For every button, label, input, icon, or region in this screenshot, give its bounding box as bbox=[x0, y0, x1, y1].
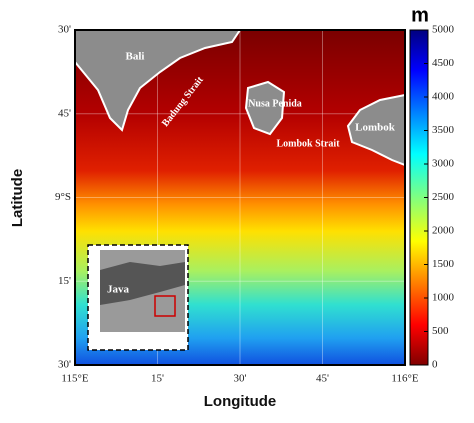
colorbar-tick-label: 1000 bbox=[432, 292, 455, 304]
place-label: Nusa Penida bbox=[248, 98, 302, 109]
inset-place: Java bbox=[107, 284, 130, 296]
x-tick-label: 15' bbox=[151, 373, 164, 385]
bali-land bbox=[74, 29, 242, 132]
colorbar-tick-label: 5000 bbox=[432, 24, 455, 36]
inset: Java bbox=[87, 244, 189, 351]
colorbar-tick-label: 500 bbox=[432, 325, 449, 337]
place-label: Lombok bbox=[355, 122, 396, 134]
y-tick-label: 9°S bbox=[55, 191, 71, 203]
colorbar-tick-label: 3500 bbox=[432, 124, 455, 136]
colorbar-tick-label: 4000 bbox=[432, 91, 455, 103]
y-axis-label: Latitude bbox=[9, 169, 26, 227]
colorbar-tick-label: 0 bbox=[432, 359, 438, 371]
x-tick-label: 116°E bbox=[391, 373, 418, 385]
colorbar-tick-label: 4500 bbox=[432, 57, 455, 69]
x-tick-label: 45' bbox=[316, 373, 329, 385]
lombok-land bbox=[346, 93, 406, 167]
colorbar-tick-label: 1500 bbox=[432, 258, 455, 270]
colorbar-unit: m bbox=[411, 4, 429, 26]
inset-highlight bbox=[154, 295, 176, 317]
inset-land bbox=[100, 262, 185, 305]
y-tick-label: 45' bbox=[58, 107, 71, 119]
place-label: Bali bbox=[126, 51, 145, 63]
colorbar-tick-label: 2500 bbox=[432, 191, 455, 203]
y-tick-label: 15' bbox=[58, 275, 71, 287]
y-tick-label: 30' bbox=[58, 359, 71, 371]
colorbar-tick-label: 3000 bbox=[432, 158, 455, 170]
x-axis-label: Longitude bbox=[204, 393, 276, 410]
x-tick-label: 115°E bbox=[61, 373, 88, 385]
place-label: Lombok Strait bbox=[276, 138, 340, 149]
map-frame bbox=[74, 29, 406, 366]
colorbar-tick-label: 2000 bbox=[432, 225, 455, 237]
x-tick-label: 30' bbox=[234, 373, 247, 385]
nusa-penida-land bbox=[244, 80, 286, 136]
y-tick-label: 30' bbox=[58, 24, 71, 36]
